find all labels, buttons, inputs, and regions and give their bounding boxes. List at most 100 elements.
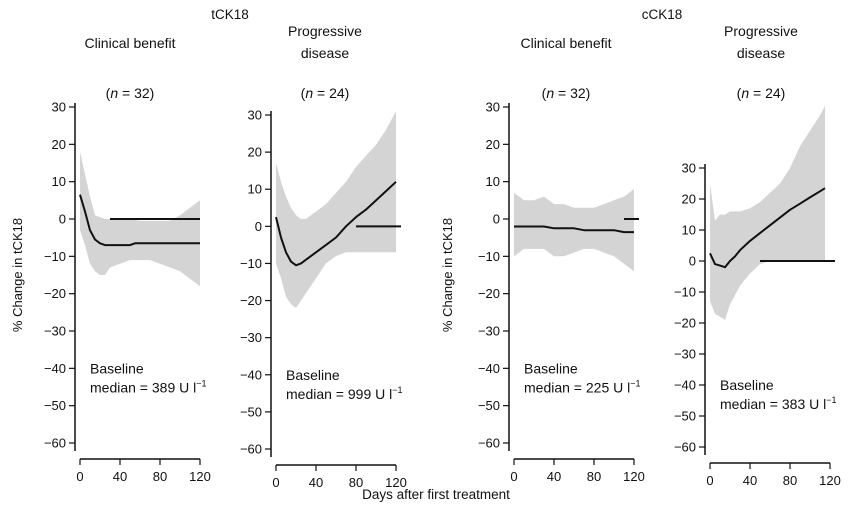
y-tick-label: 10 (682, 223, 696, 238)
y-tick-label: −10 (44, 249, 66, 264)
y-axis-label: % Change in tCK18 (440, 218, 455, 332)
x-tick-label: 120 (819, 473, 841, 488)
baseline-median-label: median = 383 U l−1 (720, 395, 837, 412)
x-tick-label: 40 (547, 469, 561, 484)
x-tick-label: 80 (349, 475, 363, 490)
median-unit-superscript: −1 (826, 395, 836, 405)
sample-size-part: = 32) (118, 85, 154, 101)
y-tick-label: 30 (248, 108, 262, 123)
y-tick-label: 20 (248, 145, 262, 160)
sample-size-part: = 24) (749, 85, 785, 101)
y-tick-label: −30 (240, 330, 262, 345)
median-unit-superscript: −1 (392, 385, 402, 395)
baseline-label: Baseline (720, 377, 774, 393)
y-tick-label: −30 (44, 324, 66, 339)
y-tick-label: −30 (674, 347, 696, 362)
x-tick-label: 40 (113, 469, 127, 484)
group-title-cck18: cCK18 (642, 7, 683, 22)
x-tick-label: 40 (309, 475, 323, 490)
x-tick-label: 0 (510, 469, 517, 484)
panel-title: disease (737, 45, 785, 61)
y-tick-label: −10 (240, 256, 262, 271)
y-tick-label: 30 (682, 161, 696, 176)
confidence-band (276, 111, 396, 308)
median-unit-superscript: −1 (196, 378, 206, 388)
y-tick-label: 30 (52, 100, 66, 115)
baseline-label: Baseline (524, 360, 578, 376)
y-tick-label: −10 (478, 249, 500, 264)
sample-size-label: (n = 24) (301, 85, 350, 101)
x-tick-label: 0 (272, 475, 279, 490)
y-tick-label: −40 (240, 367, 262, 382)
median-text: median = 999 U l (286, 386, 392, 402)
x-tick-label: 0 (706, 473, 713, 488)
y-axis-label: % Change in tCK18 (10, 218, 25, 332)
confidence-band (80, 151, 200, 287)
panel-title: Clinical benefit (84, 35, 175, 51)
panel-title: disease (301, 45, 349, 61)
median-unit-superscript: −1 (630, 378, 640, 388)
group-title-tck18: tCK18 (211, 7, 249, 22)
y-tick-label: −20 (674, 316, 696, 331)
sample-size-part: n (110, 85, 118, 101)
sample-size-part: n (305, 85, 313, 101)
x-tick-label: 80 (587, 469, 601, 484)
baseline-median-label: median = 999 U l−1 (286, 385, 403, 402)
y-tick-label: −20 (478, 286, 500, 301)
x-axis-label: Days after first treatment (362, 487, 510, 502)
sample-size-label: (n = 24) (737, 85, 786, 101)
y-tick-label: 20 (486, 137, 500, 152)
confidence-band (514, 189, 634, 272)
y-tick-label: 0 (493, 212, 500, 227)
y-tick-label: −10 (674, 285, 696, 300)
y-tick-label: 20 (682, 192, 696, 207)
sample-size-part: ( (542, 85, 547, 101)
y-tick-label: 0 (59, 212, 66, 227)
x-tick-label: 40 (743, 473, 757, 488)
sample-size-part: ( (106, 85, 111, 101)
sample-size-label: (n = 32) (106, 85, 155, 101)
x-tick-label: 120 (385, 475, 407, 490)
y-tick-label: −40 (674, 378, 696, 393)
x-tick-label: 0 (76, 469, 83, 484)
sample-size-part: n (741, 85, 749, 101)
confidence-band (710, 106, 825, 320)
series-line (79, 194, 200, 247)
median-text: median = 225 U l (524, 379, 630, 395)
y-tick-label: −60 (674, 440, 696, 455)
y-tick-label: 10 (486, 174, 500, 189)
x-tick-label: 120 (623, 469, 645, 484)
y-tick-label: 10 (52, 174, 66, 189)
y-tick-label: −30 (478, 324, 500, 339)
y-tick-label: −20 (240, 293, 262, 308)
y-tick-label: 0 (255, 219, 262, 234)
median-text: median = 383 U l (720, 396, 826, 412)
y-tick-label: 20 (52, 137, 66, 152)
baseline-median-label: median = 389 U l−1 (90, 378, 207, 395)
y-tick-label: 0 (689, 254, 696, 269)
panel-title: Progressive (724, 23, 798, 39)
baseline-label: Baseline (90, 360, 144, 376)
sample-size-part: = 24) (313, 85, 349, 101)
panel-1: Clinical benefit(n = 32)3020100−10−20−30… (10, 35, 211, 484)
y-tick-label: −60 (478, 436, 500, 451)
sample-size-part: n (546, 85, 554, 101)
sample-size-label: (n = 32) (542, 85, 591, 101)
sample-size-part: ( (737, 85, 742, 101)
panel-title: Clinical benefit (520, 35, 611, 51)
panel-title: Progressive (288, 23, 362, 39)
panel-3: Clinical benefit(n = 32)3020100−10−20−30… (440, 35, 645, 484)
y-tick-label: −50 (240, 404, 262, 419)
series-line (709, 187, 826, 269)
y-tick-label: −50 (44, 398, 66, 413)
y-tick-label: 10 (248, 182, 262, 197)
y-tick-label: 30 (486, 100, 500, 115)
x-tick-label: 80 (783, 473, 797, 488)
y-tick-label: −40 (44, 361, 66, 376)
series-line (275, 181, 397, 267)
sample-size-part: = 32) (554, 85, 590, 101)
baseline-label: Baseline (286, 367, 340, 383)
median-text: median = 389 U l (90, 379, 196, 395)
